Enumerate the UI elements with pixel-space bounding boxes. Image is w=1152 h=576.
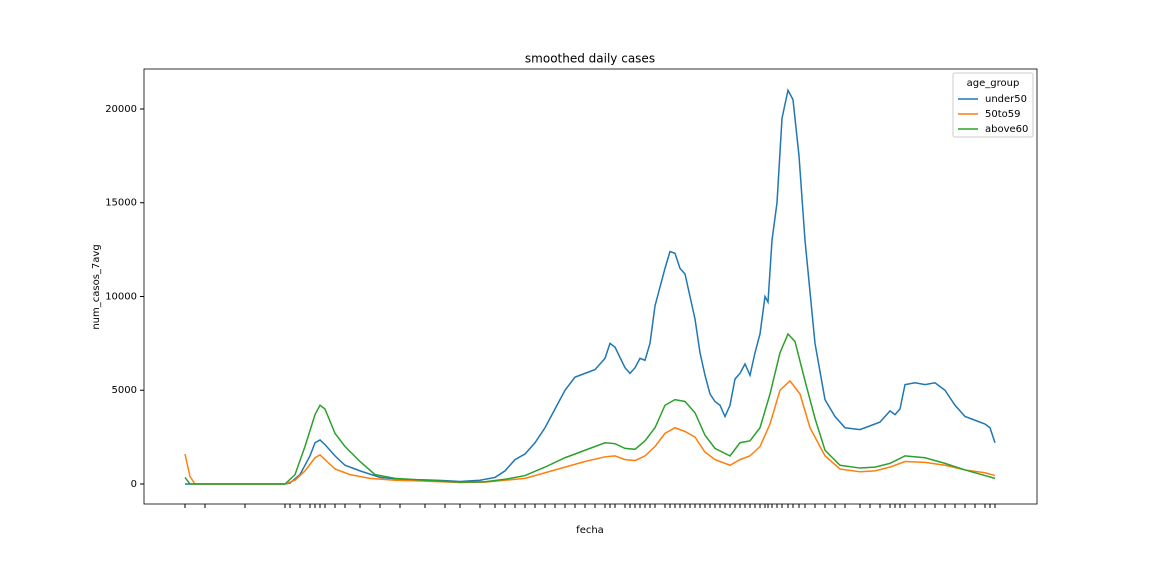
legend-title: age_group xyxy=(967,78,1020,89)
legend: age_group xyxy=(952,72,1034,138)
series-line xyxy=(184,379,996,485)
legend-label: 50to59 xyxy=(985,109,1021,120)
y-tick-label: 10000 xyxy=(105,291,137,302)
x-axis-label: fecha xyxy=(576,525,604,536)
plot-frame xyxy=(143,68,1038,505)
legend-label: under50 xyxy=(985,94,1027,105)
y-axis-label: num_casos_7avg xyxy=(91,244,102,329)
chart-title: smoothed daily cases xyxy=(525,52,655,66)
series-line xyxy=(185,88,996,485)
y-tick-label: 5000 xyxy=(112,385,137,396)
legend-box xyxy=(952,72,1034,138)
series-line xyxy=(184,332,996,485)
y-tick-label: 15000 xyxy=(105,198,137,209)
legend-label: above60 xyxy=(985,124,1028,135)
y-tick-label: 20000 xyxy=(105,104,137,115)
y-tick-label: 0 xyxy=(131,479,137,490)
